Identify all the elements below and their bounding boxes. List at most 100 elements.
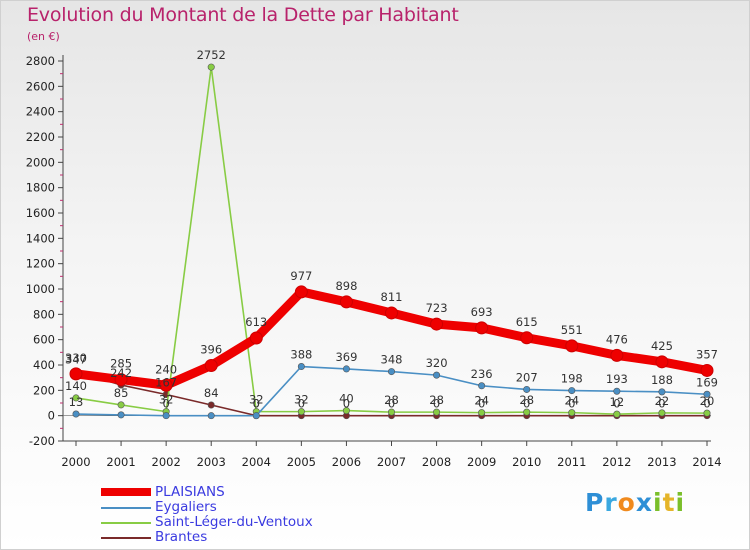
data-label-1: 169 [696, 375, 718, 389]
data-label-0: 977 [290, 269, 312, 283]
y-tick-label: 1600 [26, 206, 55, 220]
data-label-0: 240 [155, 362, 177, 376]
data-label-0: 551 [561, 323, 583, 337]
y-tick-label: 2400 [26, 105, 55, 119]
data-label-3: 0 [433, 397, 440, 411]
logo-letter: i [675, 488, 686, 517]
data-label-1: 369 [335, 350, 357, 364]
series-point-0 [610, 348, 624, 362]
series-point-2 [703, 409, 711, 417]
data-label-2: 32 [159, 393, 174, 407]
data-label-3: 0 [343, 397, 350, 411]
series-point-0 [565, 339, 579, 353]
legend-swatch-brantes [101, 537, 151, 539]
logo-letter: r [604, 488, 618, 517]
series-point-1 [252, 412, 260, 420]
x-tick-label: 2012 [602, 455, 631, 469]
series-point-2 [658, 409, 666, 417]
series-point-0 [294, 285, 308, 299]
series-point-1 [523, 385, 531, 393]
y-tick-label: 800 [33, 307, 55, 321]
data-label-0: 476 [606, 332, 628, 346]
data-label-0: 425 [651, 339, 673, 353]
series-point-2 [342, 407, 350, 415]
series-point-0 [249, 331, 263, 345]
series-point-0 [430, 317, 444, 331]
legend-label-saint-leger: Saint-Léger-du-Ventoux [155, 514, 313, 530]
logo-letter: P [585, 488, 605, 517]
data-label-1: 13 [69, 395, 84, 409]
y-tick-label: 2600 [26, 79, 55, 93]
logo-letter: o [617, 488, 636, 517]
series-point-2 [207, 63, 215, 71]
legend-swatch-plaisians [101, 488, 151, 496]
data-label-1: 236 [471, 367, 493, 381]
data-label-3: 0 [613, 397, 620, 411]
y-tick-label: 200 [33, 383, 55, 397]
data-label-2: 28 [429, 393, 444, 407]
series-point-1 [478, 382, 486, 390]
y-tick-label: 1000 [26, 282, 55, 296]
series-point-1 [297, 363, 305, 371]
data-label-3: 0 [478, 397, 485, 411]
series-point-1 [387, 368, 395, 376]
y-tick-label: -200 [29, 434, 55, 448]
data-label-1: 193 [606, 372, 628, 386]
series-point-1 [117, 411, 125, 419]
series-point-1 [162, 412, 170, 420]
series-point-3 [207, 401, 215, 409]
series-point-2 [72, 394, 80, 402]
series-point-2 [523, 408, 531, 416]
data-label-2: 32 [249, 393, 264, 407]
y-tick-label: 2800 [26, 54, 55, 68]
data-label-0: 330 [65, 351, 87, 365]
data-label-3: 0 [388, 397, 395, 411]
data-label-3: 0 [298, 397, 305, 411]
x-tick-label: 2009 [467, 455, 496, 469]
data-label-1: 207 [516, 370, 538, 384]
series-point-0 [204, 359, 218, 373]
logo-letter: t [662, 488, 676, 517]
data-label-3: 0 [568, 397, 575, 411]
data-label-1: 188 [651, 373, 673, 387]
y-tick-label: 2200 [26, 130, 55, 144]
series-point-2 [478, 409, 486, 417]
y-tick-label: 600 [33, 333, 55, 347]
data-label-0: 898 [335, 279, 357, 293]
legend-label-brantes: Brantes [155, 529, 208, 545]
data-label-0: 396 [200, 343, 222, 357]
data-label-3: 0 [703, 397, 710, 411]
data-label-2: 28 [384, 393, 399, 407]
x-tick-label: 2010 [512, 455, 541, 469]
series-point-0 [475, 321, 489, 335]
series-point-1 [342, 365, 350, 373]
data-label-2: 140 [65, 379, 87, 393]
y-tick-label: 1200 [26, 257, 55, 271]
x-tick-label: 2003 [197, 455, 226, 469]
series-point-0 [700, 363, 714, 377]
legend-swatch-saint-leger [101, 522, 151, 524]
y-tick-label: 0 [48, 409, 55, 423]
series-point-0 [114, 373, 128, 387]
data-label-2: 20 [700, 394, 715, 408]
series-point-1 [568, 387, 576, 395]
data-label-2: 12 [610, 395, 625, 409]
data-label-3: 84 [204, 386, 219, 400]
series-point-2 [387, 408, 395, 416]
y-tick-label: 1400 [26, 231, 55, 245]
series-point-2 [613, 410, 621, 418]
legend-label-plaisians: PLAISIANS [155, 484, 225, 500]
data-label-1: 320 [426, 356, 448, 370]
data-label-1: 388 [290, 348, 312, 362]
series-point-1 [207, 412, 215, 420]
logo-letter: i [653, 488, 663, 517]
data-label-3: 242 [110, 366, 132, 380]
x-tick-label: 2002 [152, 455, 181, 469]
data-label-3: 0 [253, 397, 260, 411]
data-label-1: 0 [162, 397, 169, 411]
series-point-0 [385, 306, 398, 320]
series-point-1 [703, 390, 711, 398]
x-tick-label: 2000 [61, 455, 90, 469]
